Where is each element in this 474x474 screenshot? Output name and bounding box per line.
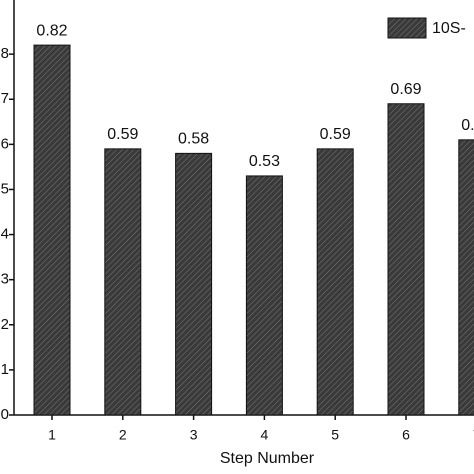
bar	[104, 148, 142, 416]
x-tick-label: 1	[48, 427, 56, 443]
data-label: 0.82	[36, 22, 67, 39]
data-label: 0.58	[178, 131, 209, 148]
y-tick-label: 0.4	[0, 226, 9, 243]
bar	[316, 148, 354, 416]
x-tick-label: 2	[119, 427, 127, 443]
x-tick-label: 5	[331, 427, 339, 443]
x-tick-label: 4	[261, 427, 269, 443]
y-tick-label: 0.0	[0, 406, 9, 423]
y-tick-label: 0.6	[0, 135, 9, 152]
legend-label: 10S-	[432, 20, 466, 37]
data-label: 0.53	[249, 153, 280, 170]
data-label: 0.59	[320, 126, 351, 143]
bar	[33, 44, 71, 416]
y-tick-label: 0.1	[0, 361, 9, 378]
x-tick-label: 6	[402, 427, 410, 443]
y-tick-label: 0.8	[0, 45, 9, 62]
y-tick-label: 0.5	[0, 180, 9, 197]
y-tick-label: 0.7	[0, 90, 9, 107]
data-label: 0.59	[107, 126, 138, 143]
y-tick-label: 0.2	[0, 316, 9, 333]
bar	[387, 103, 425, 416]
data-label: 0.69	[390, 81, 421, 98]
bar	[245, 175, 283, 416]
bar	[175, 152, 213, 416]
x-tick-label: 3	[190, 427, 198, 443]
bar	[458, 139, 474, 416]
x-axis-title: Step Number	[220, 450, 315, 467]
data-label: 0.61	[461, 117, 474, 134]
y-tick-label: 0.3	[0, 271, 9, 288]
x-tick-label: 7	[473, 427, 474, 443]
legend-swatch	[387, 17, 427, 39]
